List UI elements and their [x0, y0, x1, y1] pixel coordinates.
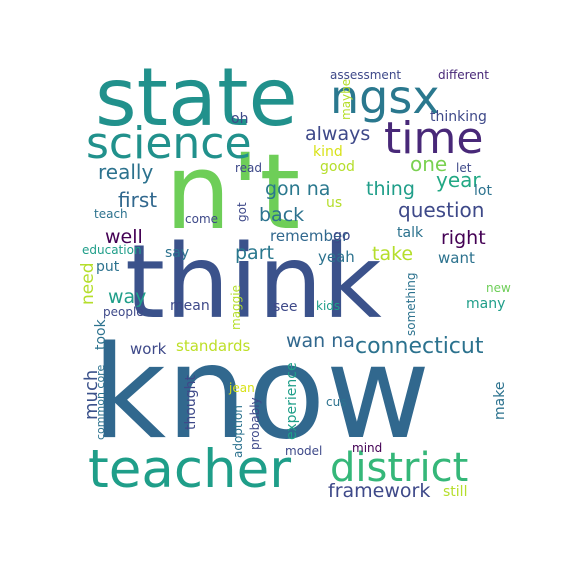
word-adoption: adoption [231, 405, 245, 458]
word-nt: n't [165, 131, 301, 253]
word-wan-na: wan na [286, 330, 355, 352]
word-kind: kind [313, 144, 343, 160]
word-connecticut: connecticut [355, 334, 484, 359]
word-oh: oh [231, 111, 249, 127]
word-question: question [398, 198, 485, 222]
word-time: time [384, 113, 484, 164]
word-different: different [438, 68, 489, 82]
word-state: state [95, 51, 298, 144]
word-science: science [86, 118, 252, 169]
word-first: first [118, 188, 158, 212]
word-assessment: assessment [330, 68, 402, 82]
word-good: good [320, 159, 355, 175]
word-new: new [486, 281, 511, 295]
word-jean: jean [229, 381, 255, 395]
word-gon-na: gon na [265, 178, 331, 200]
word-put: put [96, 259, 120, 275]
word-experience: experience [284, 362, 300, 440]
word-probably: probably [248, 397, 262, 450]
word-thinking: thinking [430, 109, 487, 125]
word-district: district [330, 445, 469, 491]
word-go: go [333, 228, 351, 244]
word-always: always [305, 123, 371, 145]
word-need: need [78, 262, 98, 305]
word-talk: talk [397, 225, 424, 241]
word-back: back [259, 204, 305, 226]
word-model: model [285, 444, 323, 458]
word-thought: thought [183, 374, 199, 430]
word-us: us [326, 195, 343, 211]
word-cus: cus [326, 395, 347, 409]
word-year: year [436, 168, 481, 192]
word-right: right [441, 227, 486, 249]
word-something: something [404, 272, 418, 336]
word-teach: teach [94, 207, 128, 221]
word-well: well [105, 226, 143, 248]
word-think: think [125, 223, 382, 342]
word-way: way [108, 286, 147, 308]
word-want: want [438, 249, 475, 267]
word-maybe: maybe [339, 78, 353, 120]
word-see: see [273, 299, 298, 315]
word-lot: lot [474, 183, 492, 199]
word-mind: mind [352, 441, 383, 455]
word-common-core: common core [94, 364, 107, 440]
word-many: many [466, 296, 506, 312]
word-got: got [235, 202, 249, 222]
word-remember: remember [270, 227, 349, 245]
word-still: still [443, 484, 468, 500]
word-kids: kids [316, 299, 341, 313]
word-standards: standards [176, 337, 251, 355]
word-come: come [185, 212, 219, 226]
word-one: one [410, 152, 448, 176]
word-know: know [92, 319, 431, 468]
word-make: make [492, 381, 508, 420]
word-yeah: yeah [318, 248, 355, 266]
word-take: take [372, 243, 414, 265]
word-thing: thing [366, 178, 415, 200]
word-work: work [130, 340, 167, 358]
word-teacher: teacher [88, 439, 291, 500]
word-say: say [165, 245, 190, 261]
word-education: education [82, 243, 142, 257]
word-maggie: maggie [229, 285, 243, 330]
word-read: read [235, 161, 263, 175]
word-part: part [235, 242, 274, 264]
word-framework: framework [328, 480, 431, 502]
word-took: took [93, 319, 109, 350]
word-really: really [98, 160, 154, 184]
word-people: people [103, 305, 144, 319]
word-mean: mean [170, 298, 210, 314]
word-ngsx: ngsx [330, 70, 440, 124]
word-let: let [456, 161, 472, 175]
